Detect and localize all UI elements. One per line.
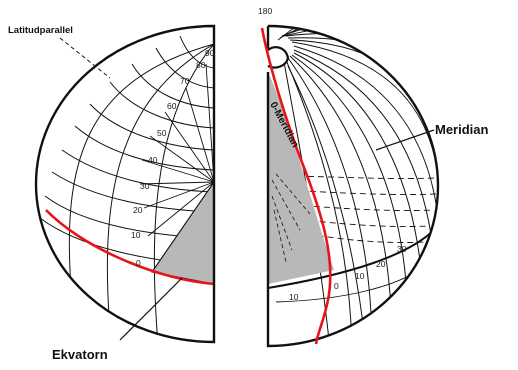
lon-label-10: 10	[355, 271, 365, 281]
lat-label-70: 70	[180, 76, 190, 86]
callouts: Latitudparallel Meridian Ekvatorn	[8, 25, 489, 362]
right-hemisphere-outline	[266, 24, 440, 348]
left-hemisphere: 0 10 20 30 40 50 60 70 80 90	[34, 24, 216, 344]
lat-label-80: 80	[196, 60, 206, 70]
lat-label-50: 50	[157, 128, 167, 138]
lat-label-10: 10	[131, 230, 141, 240]
right-hemisphere: 180 0 10 20 30 10 0-Meridian	[258, 6, 440, 348]
left-equator-line	[45, 209, 215, 286]
lat-label-40: 40	[148, 155, 158, 165]
lon-label-0: 0	[334, 281, 339, 291]
right-shaded-wedge	[268, 72, 334, 284]
latitude-degree-labels: 0 10 20 30 40 50 60 70 80 90	[131, 48, 215, 268]
lat-label-60: 60	[167, 101, 177, 111]
lon-label-30: 30	[397, 244, 407, 254]
right-shaded-dashes	[271, 173, 311, 263]
pole-notch	[267, 46, 290, 69]
latitude-callout-line	[59, 37, 111, 79]
radial-latitude-lines	[139, 63, 215, 273]
lat-label-90: 90	[205, 48, 215, 58]
left-hemisphere-fill	[36, 26, 214, 342]
longitude-degree-labels: 180 0 10 20 30 10	[258, 6, 407, 302]
lat-label-30: 30	[140, 181, 150, 191]
left-hemisphere-outline	[34, 24, 216, 344]
meridian-callout-line	[375, 129, 435, 151]
lon-label-20: 20	[376, 259, 386, 269]
lon-label-10-lower: 10	[289, 292, 299, 302]
latitude-parallel-label: Latitudparallel	[8, 25, 73, 36]
zero-meridian-line	[260, 27, 332, 345]
lat-label-0: 0	[136, 258, 141, 268]
equator-label: Ekvatorn	[52, 347, 108, 362]
meridian-label: Meridian	[435, 122, 489, 137]
lat-label-20: 20	[133, 205, 143, 215]
lon-label-180: 180	[258, 6, 272, 16]
equator-callout-line	[119, 277, 183, 341]
